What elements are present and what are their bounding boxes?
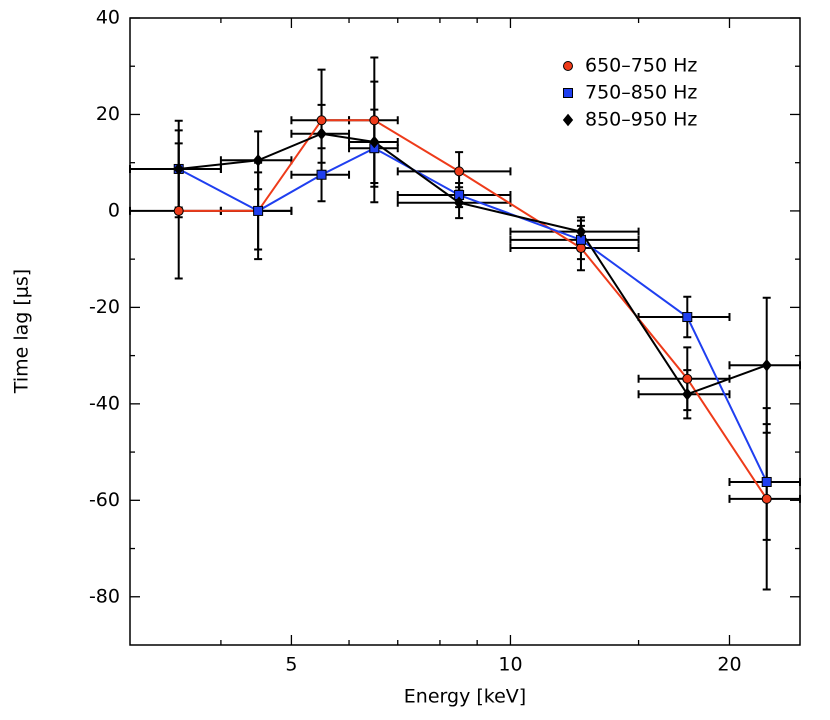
y-tick-label: 40 <box>96 7 120 29</box>
legend-label: 650–750 Hz <box>585 55 697 77</box>
marker <box>563 61 573 71</box>
marker <box>316 115 327 126</box>
marker <box>454 166 465 177</box>
marker <box>682 312 693 323</box>
plot-frame <box>129 17 801 646</box>
marker <box>562 113 574 127</box>
marker <box>252 153 264 167</box>
marker <box>316 127 327 141</box>
marker <box>173 162 184 176</box>
marker <box>575 243 586 254</box>
y-tick-label: 20 <box>96 103 120 125</box>
y-tick-label: -80 <box>89 585 120 607</box>
marker <box>682 373 693 384</box>
marker <box>563 88 573 98</box>
x-error-bar <box>509 244 640 253</box>
y-axis-label: Time lag [μs] <box>11 269 33 394</box>
series-line <box>178 132 768 396</box>
y-tick-label: 0 <box>108 199 120 221</box>
x-tick-label: 5 <box>285 654 297 676</box>
series-line <box>178 119 768 500</box>
marker <box>253 205 264 216</box>
legend-label: 850–950 Hz <box>585 109 697 131</box>
y-tick-label: -60 <box>89 489 120 511</box>
legend-label: 750–850 Hz <box>585 82 697 104</box>
x-error-bar <box>509 227 640 236</box>
marker <box>369 135 380 149</box>
x-tick-label: 10 <box>498 654 522 676</box>
marker <box>682 387 693 401</box>
marker <box>761 476 772 487</box>
x-tick-label: 20 <box>717 654 741 676</box>
marker <box>761 358 772 372</box>
marker <box>761 493 772 504</box>
marker <box>575 225 587 238</box>
marker <box>369 115 380 126</box>
marker <box>453 196 465 210</box>
marker <box>316 169 327 180</box>
x-error-bar <box>509 235 640 244</box>
x-axis-label: Energy [keV] <box>404 686 526 708</box>
y-tick-label: -20 <box>89 296 120 318</box>
marker <box>173 205 184 216</box>
y-tick-label: -40 <box>89 392 120 414</box>
